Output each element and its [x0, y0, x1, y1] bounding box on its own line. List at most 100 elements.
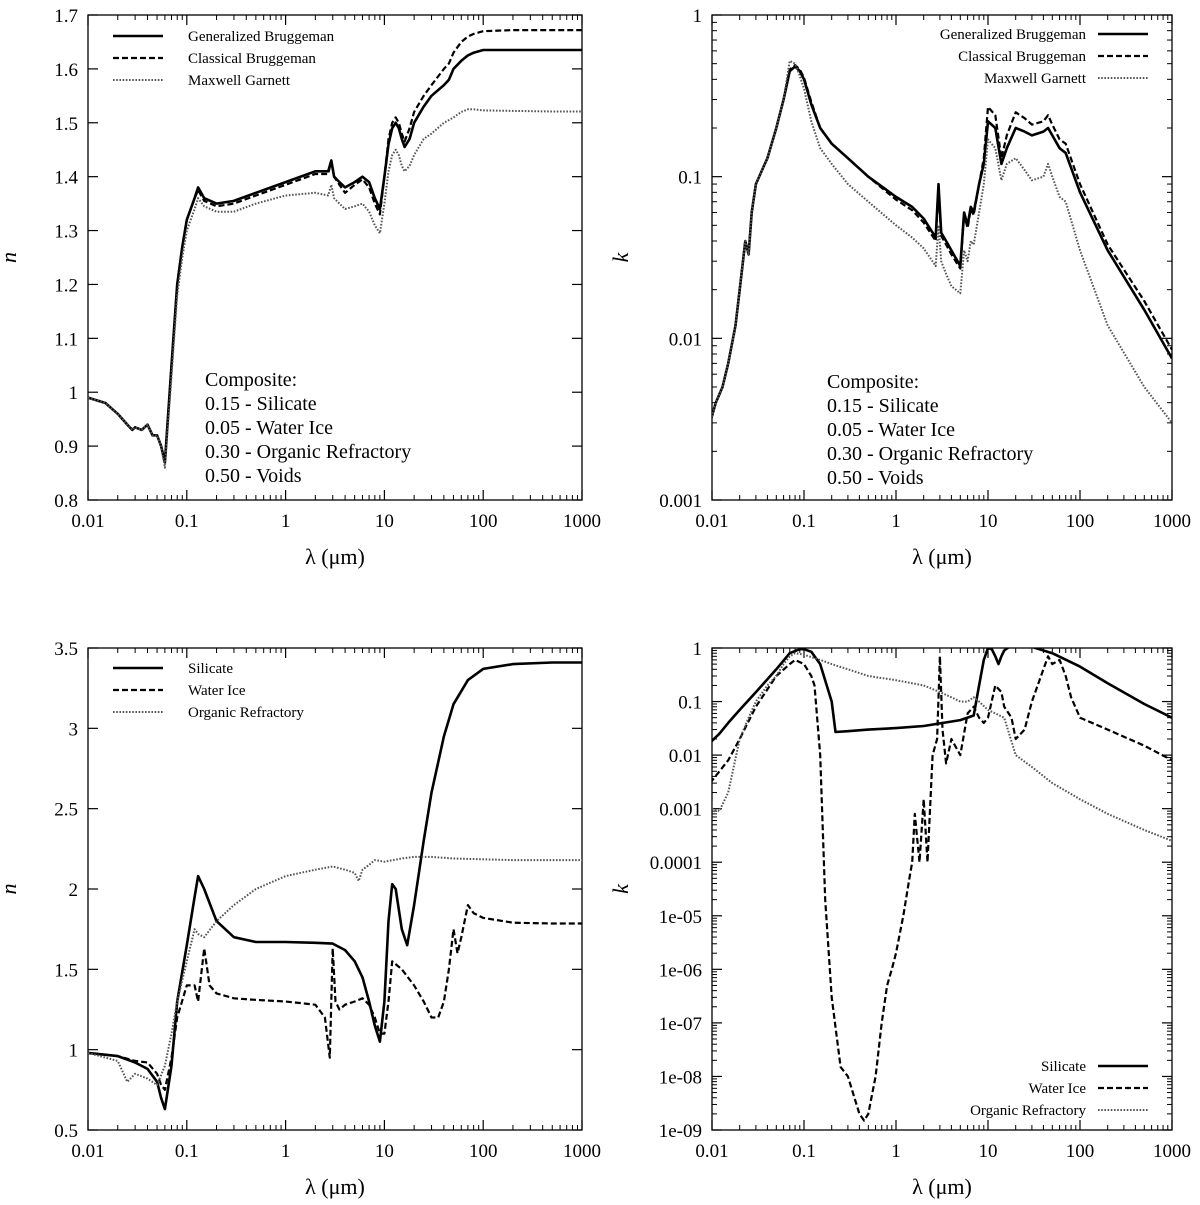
y-tick-label: 1e-09 [659, 1121, 702, 1142]
y-tick-label: 1.5 [54, 114, 78, 135]
x-tick-label: 0.01 [71, 511, 104, 532]
x-tick-label: 10 [375, 511, 394, 532]
y-tick-label: 2 [69, 880, 79, 901]
y-axis-label: n [0, 884, 21, 895]
series-line-water-ice [712, 655, 1172, 1122]
plot-frame [87, 647, 583, 1131]
y-tick-label: 1.2 [54, 275, 78, 296]
y-tick-label: 0.001 [659, 491, 702, 512]
x-axis-label: λ (μm) [912, 1174, 972, 1199]
y-tick-label: 0.001 [659, 800, 702, 821]
y-tick-label: 1.5 [54, 960, 78, 981]
y-tick-label: 3 [69, 719, 79, 740]
x-axis-label: λ (μm) [912, 544, 972, 569]
x-tick-label: 100 [1066, 511, 1095, 532]
x-tick-label: 0.1 [175, 1141, 199, 1162]
series-line-organic-refractory [88, 855, 582, 1086]
x-tick-label: 0.01 [71, 1141, 104, 1162]
composite-annotation-line: 0.15 - Silicate [827, 395, 939, 417]
y-tick-label: 1.6 [54, 60, 78, 81]
y-tick-label: 1.1 [54, 329, 78, 350]
y-tick-label: 1 [69, 383, 79, 404]
y-tick-label: 1e-06 [659, 960, 702, 981]
y-tick-label: 0.1 [678, 168, 702, 189]
series-line-organic-refractory [712, 652, 1172, 842]
legend-label: Generalized Bruggeman [940, 27, 1087, 43]
y-tick-label: 1.3 [54, 222, 78, 243]
x-tick-label: 1 [891, 511, 901, 532]
composite-annotation-line: 0.30 - Organic Refractory [827, 443, 1033, 465]
x-tick-label: 100 [469, 511, 498, 532]
y-tick-label: 0.1 [678, 693, 702, 714]
chart-panel-1: 0.01 0.1 1 10 100 1000 0.8 0.9 1 1.1 1.2 1.3 1.4 1.5 1… [0, 6, 601, 569]
series-line-water-ice [88, 903, 582, 1091]
plot-frame [711, 647, 1173, 1131]
x-tick-label: 10 [979, 511, 998, 532]
x-axis-label: λ (μm) [305, 544, 365, 569]
series-line-silicate [88, 661, 582, 1111]
y-tick-label: 0.01 [669, 746, 702, 767]
x-tick-label: 1000 [1153, 511, 1191, 532]
composite-annotation-line: 0.50 - Voids [205, 465, 302, 487]
legend: Generalized Bruggeman Classical Bruggeman… [113, 29, 335, 89]
composite-annotation-line: 0.15 - Silicate [205, 393, 317, 415]
composite-annotation-line: 0.30 - Organic Refractory [205, 441, 411, 463]
y-tick-label: 1 [69, 1041, 79, 1062]
x-tick-label: 1000 [563, 1141, 601, 1162]
plot-frame [711, 14, 1173, 501]
composite-annotation-line: Composite: [205, 369, 297, 391]
x-tick-label: 0.1 [792, 1141, 816, 1162]
x-tick-label: 1000 [1153, 1141, 1191, 1162]
y-tick-label: 0.5 [54, 1121, 78, 1142]
composite-annotation-line: 0.50 - Voids [827, 467, 924, 489]
legend-label: Silicate [1041, 1059, 1086, 1075]
y-tick-label: 2.5 [54, 800, 78, 821]
y-axis-label: k [608, 251, 633, 262]
x-tick-label: 1000 [563, 511, 601, 532]
x-tick-label: 1 [281, 1141, 291, 1162]
series-line-maxwell-garnett [712, 59, 1172, 424]
y-tick-label: 1 [693, 6, 703, 27]
x-tick-label: 100 [1066, 1141, 1095, 1162]
y-tick-label: 0.0001 [650, 853, 702, 874]
y-tick-label: 0.8 [54, 491, 78, 512]
composite-annotation-line: Composite: [827, 371, 919, 393]
y-tick-label: 1 [693, 639, 703, 660]
y-tick-label: 0.9 [54, 437, 78, 458]
legend-label: Organic Refractory [188, 705, 304, 721]
y-tick-label: 3.5 [54, 639, 78, 660]
x-tick-label: 0.01 [695, 1141, 728, 1162]
y-tick-label: 0.01 [669, 329, 702, 350]
series-line-generalized-bruggeman [712, 65, 1172, 421]
x-tick-label: 10 [375, 1141, 394, 1162]
legend-label: Maxwell Garnett [188, 73, 291, 89]
y-tick-label: 1e-07 [659, 1014, 702, 1035]
legend-label: Classical Bruggeman [958, 49, 1086, 65]
x-tick-label: 0.01 [695, 511, 728, 532]
composite-annotation-line: 0.05 - Water Ice [205, 417, 333, 439]
plot-frame [87, 14, 583, 501]
y-axis-label: n [0, 252, 21, 263]
y-tick-label: 1.4 [54, 168, 78, 189]
y-tick-label: 1.7 [54, 6, 78, 27]
legend-label: Water Ice [1029, 1081, 1087, 1097]
legend: Silicate Water Ice Organic Refractory [970, 1059, 1148, 1119]
series-line-classical-bruggeman [88, 29, 582, 464]
y-tick-label: 1e-05 [659, 907, 702, 928]
x-tick-label: 100 [469, 1141, 498, 1162]
legend-label: Silicate [188, 661, 233, 677]
chart-panel-3: 0.01 0.1 1 10 100 1000 0.5 1 1.5 2 2.5 3 3.5 λ (μm) n S… [0, 639, 601, 1199]
series-line-generalized-bruggeman [88, 48, 582, 464]
x-axis-label: λ (μm) [305, 1174, 365, 1199]
chart-panel-4: 0.01 0.1 1 10 100 1000 1e-09 1e-08 1e-07 1e-06 1e-… [608, 639, 1191, 1199]
y-tick-label: 1e-08 [659, 1067, 702, 1088]
legend-label: Maxwell Garnett [984, 71, 1087, 87]
y-axis-label: k [608, 883, 633, 894]
x-tick-label: 1 [891, 1141, 901, 1162]
x-tick-label: 0.1 [175, 511, 199, 532]
legend-label: Water Ice [188, 683, 246, 699]
legend: Generalized Bruggeman Classical Bruggeman… [940, 27, 1148, 87]
x-tick-label: 1 [281, 511, 291, 532]
